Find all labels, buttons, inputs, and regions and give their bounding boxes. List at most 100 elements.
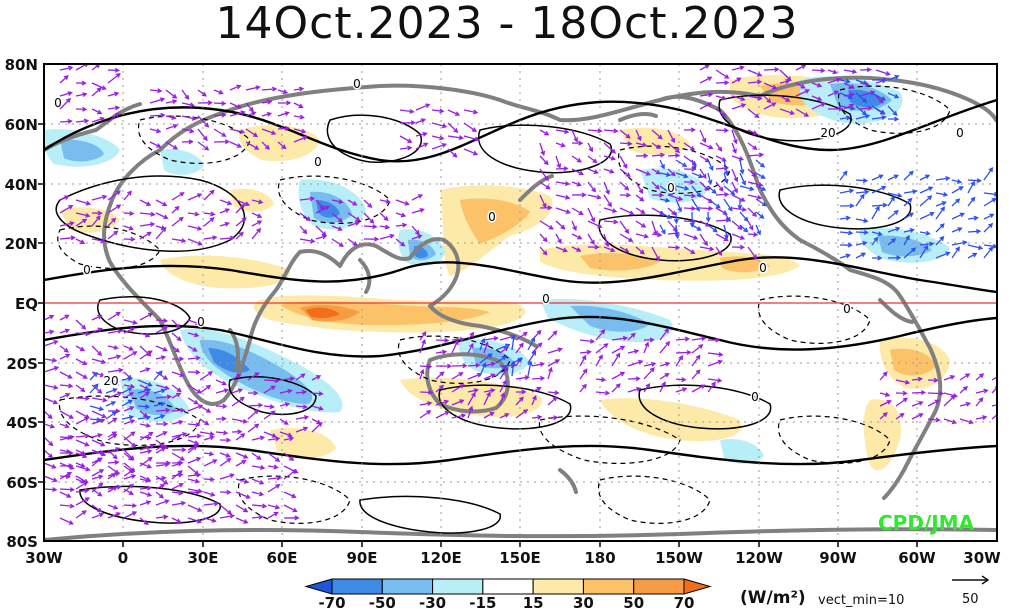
flux-vector-arrow [839,78,851,84]
flux-vector-arrow [415,118,426,124]
flux-vector-arrow [707,337,721,343]
flux-vector-arrow [311,418,322,425]
flux-vector-arrow [435,363,453,369]
flux-vector-arrow [149,112,166,118]
flux-vector-arrow [187,439,200,446]
flux-vector-arrow [871,115,887,121]
flux-vector-arrow [91,371,106,378]
flux-vector-arrow [707,198,721,209]
flux-vector-arrow [203,459,218,467]
contour-value-label: 0 [956,126,964,140]
flux-vector-arrow [911,390,927,396]
flux-vector-arrow [59,328,71,334]
flux-vector-arrow [691,336,707,342]
flux-vector-arrow [723,198,733,212]
flux-vector-arrow [155,199,168,207]
flux-vector-arrow [755,185,767,191]
flux-vector-arrow [643,341,650,354]
flux-vector-arrow [731,65,745,71]
flux-vector-arrow [587,194,602,200]
flux-vector-arrow [107,367,124,373]
flux-vector-arrow [651,152,666,158]
flux-vector-arrow [839,92,854,100]
flux-vector-arrow [59,503,75,509]
flux-vector-arrow [887,209,899,220]
flux-vector-arrow [91,418,106,425]
flux-vector-arrow [731,142,737,154]
flux-vector-arrow [139,367,151,373]
lon-label-120e: 120E [420,549,462,567]
flux-vector-arrow [247,402,264,408]
flux-vector-arrow [699,168,707,179]
flux-vector-arrow [811,102,826,110]
flux-vector-arrow [871,77,888,83]
flux-vector-arrow [667,245,681,251]
flux-vector-arrow [155,355,167,361]
flux-vector-arrow [707,185,717,195]
flux-vector-arrow [139,211,156,217]
flux-vector-arrow [879,392,891,397]
flux-vector-arrow [347,221,361,227]
flux-vector-arrow [839,215,852,221]
flux-vector-arrow [843,69,858,75]
flux-vector-arrow [747,142,758,150]
flux-vector-arrow [731,103,747,110]
flux-vector-arrow [235,203,246,214]
flux-vector-arrow [187,238,203,246]
flux-vector-arrow [611,345,626,354]
flux-vector-arrow [479,362,487,377]
flux-vector-arrow [187,319,201,326]
flux-vector-arrow [107,354,122,360]
flux-vector-arrow [165,123,179,130]
flux-vector-arrow [747,129,758,135]
flux-vector-arrow [219,489,232,495]
flux-vector-arrow [197,141,210,151]
flux-vector-arrow [279,431,293,438]
flux-vector-arrow [595,343,609,354]
flux-vector-arrow [495,355,507,364]
colorbar-extend-low [304,578,333,595]
flux-vector-arrow [171,461,183,467]
flux-vector-arrow [895,413,905,420]
flux-vector-arrow [261,128,277,136]
flux-vector-arrow [887,238,897,246]
flux-vector-arrow [219,504,233,515]
flux-vector-arrow [579,383,587,393]
map-title: 14Oct.2023 - 18Oct.2023 [215,0,799,49]
flux-vector-arrow [187,504,203,512]
flux-vector-arrow [59,205,74,214]
flux-vector-arrow [643,367,655,380]
contour-value-label: 0 [314,155,322,169]
flux-vector-arrow [483,336,499,341]
flux-vector-arrow [795,64,807,71]
flux-vector-arrow [219,513,235,519]
flux-vector-arrow [91,482,104,493]
flux-vector-arrow [659,172,672,177]
flux-vector-arrow [197,100,213,106]
flux-vector-arrow [839,115,852,121]
flux-vector-arrow [155,484,166,490]
contour-value-label: 0 [667,181,675,195]
flux-vector-arrow [499,379,507,393]
flux-vector-arrow [627,359,644,367]
flux-vector-arrow [229,110,246,117]
flux-vector-arrow [827,90,840,97]
flux-vector-arrow [539,233,548,243]
flux-vector-arrow [347,199,358,206]
flux-vector-arrow [871,105,886,115]
flux-vector-arrow [935,191,949,197]
flux-vector-arrow [139,332,151,338]
flux-vector-arrow [895,397,908,407]
flux-vector-arrow [555,194,571,200]
flux-vector-arrow [603,155,616,161]
flux-vector-arrow [839,105,856,111]
flux-vector-arrow [251,227,262,240]
flux-vector-arrow [187,355,201,361]
flux-vector-arrow [181,102,196,108]
flux-vector-arrow [44,410,53,420]
flux-vector-arrow [539,246,548,256]
flux-vector-arrow [155,325,169,334]
flux-vector-arrow [187,465,200,476]
flux-vector-arrow [59,91,73,97]
flux-vector-arrow [871,231,884,237]
